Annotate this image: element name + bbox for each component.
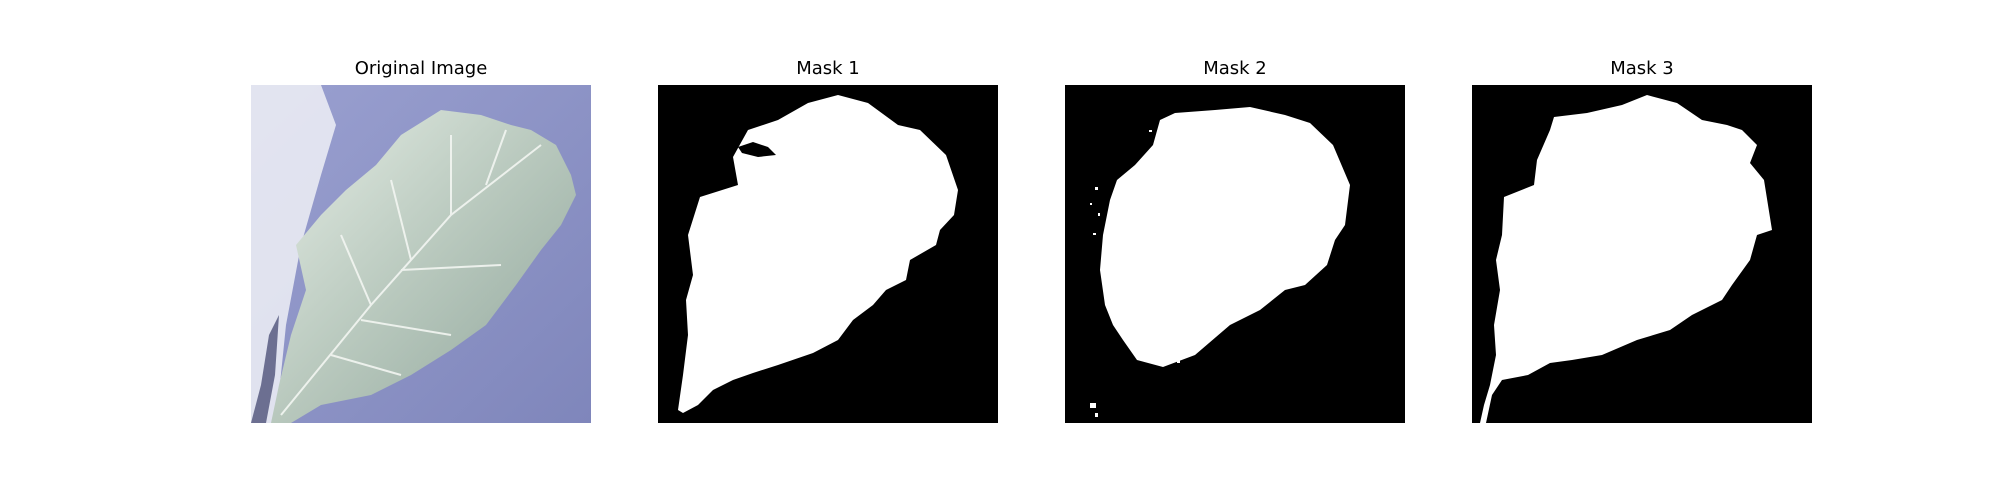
original-image: [251, 85, 591, 423]
leaf-shape: [271, 110, 576, 423]
panel-mask-2: Mask 2: [1065, 0, 1405, 500]
panel-mask-1: Mask 1: [658, 0, 998, 500]
mask-2-image: [1065, 85, 1405, 423]
mask-1-image: [658, 85, 998, 423]
mask-hole: [738, 142, 776, 157]
stem-shadow: [251, 315, 279, 423]
mask-foreground: [1100, 107, 1350, 367]
mask-foreground: [678, 95, 958, 413]
panel-title: Mask 3: [1610, 58, 1674, 79]
leaf-veins: [280, 129, 542, 416]
mask-3-image: [1472, 85, 1812, 423]
mask-foreground: [1480, 95, 1772, 423]
panel-mask-3: Mask 3: [1472, 0, 1812, 500]
panel-original-image: Original Image: [251, 0, 591, 500]
panel-title: Mask 1: [796, 58, 860, 79]
mask-speckles: [1090, 120, 1180, 417]
panel-title: Original Image: [354, 58, 488, 79]
panel-title: Mask 2: [1203, 58, 1267, 79]
